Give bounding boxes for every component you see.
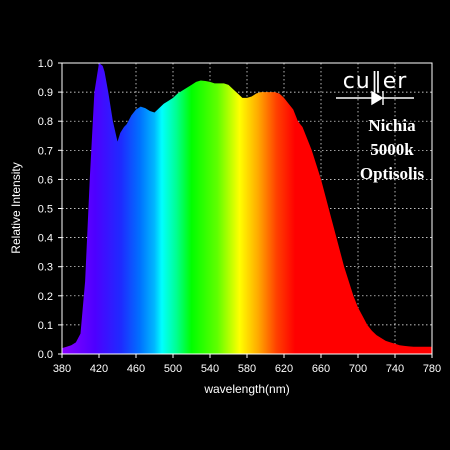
y-tick-label: 0.8 [38, 116, 53, 128]
y-tick-label: 0.3 [38, 262, 53, 274]
x-tick-label: 580 [238, 363, 256, 375]
x-tick-label: 780 [423, 363, 441, 375]
diode-icon [336, 90, 414, 106]
tick-labels: 380 420 460 500 540 580 620 660 700 740 780 0.0 0.1 0… [38, 58, 441, 375]
annotation-line-2: 5000k [370, 140, 414, 159]
x-tick-label: 740 [386, 363, 404, 375]
spectrum-area [62, 63, 432, 354]
annotation-line-1: Nichia [368, 116, 416, 135]
y-tick-label: 0.7 [38, 145, 53, 157]
x-tick-label: 620 [275, 363, 293, 375]
y-tick-label: 0.4 [38, 233, 53, 245]
x-tick-label: 540 [201, 363, 219, 375]
plot-frame [61, 62, 433, 355]
y-tick-label: 0.5 [38, 204, 53, 216]
x-tick-label: 700 [349, 363, 367, 375]
brand-logo-text: cu∥er [343, 69, 408, 94]
brand-logo: cu∥er [336, 69, 414, 106]
x-tick-label: 380 [53, 363, 71, 375]
x-axis-title: wavelength(nm) [203, 382, 289, 396]
annotation-line-3: Optisolis [360, 164, 425, 183]
y-tick-label: 0.1 [38, 320, 53, 332]
chart-annotation: Nichia 5000k Optisolis [360, 116, 425, 183]
x-tick-label: 460 [127, 363, 145, 375]
x-tick-label: 500 [164, 363, 182, 375]
y-tick-label: 0.6 [38, 174, 53, 186]
y-axis-title: Relative Intensity [9, 162, 23, 253]
y-tick-label: 0.9 [38, 87, 53, 99]
x-tick-label: 660 [312, 363, 330, 375]
y-tick-label: 0.2 [38, 291, 53, 303]
y-tick-label: 0.0 [38, 349, 53, 361]
y-tick-label: 1.0 [38, 58, 53, 70]
x-tick-label: 420 [90, 363, 108, 375]
